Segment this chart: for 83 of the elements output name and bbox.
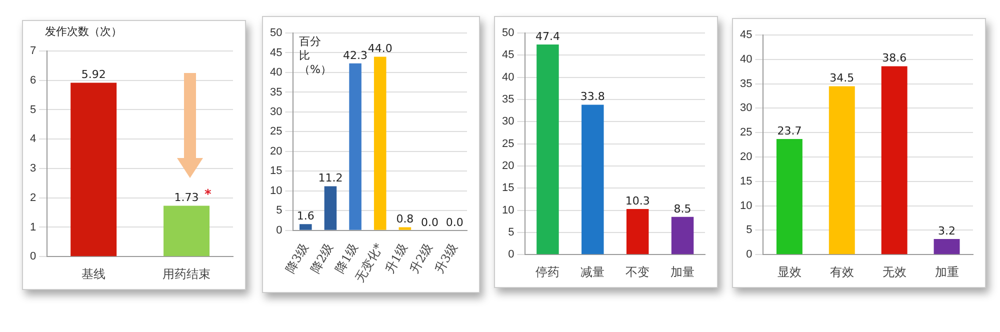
y-tick-label: 30	[740, 102, 752, 114]
data-label: 34.5	[830, 72, 854, 85]
x-tick-label: 基线	[82, 266, 106, 281]
y-tick-label: 15	[740, 175, 752, 188]
x-tick-label: 用药结束	[162, 266, 211, 281]
y-tick-label: 0	[276, 224, 282, 236]
data-label: 1.73	[174, 191, 199, 204]
y-tick-label: 15	[502, 182, 514, 194]
bar	[324, 186, 337, 230]
bar	[398, 227, 412, 230]
y-tick-label: 0	[30, 250, 36, 263]
bar	[349, 63, 362, 230]
y-tick-label: 35	[270, 86, 282, 98]
y-tick-label: 2	[30, 192, 36, 204]
data-label: 1.6	[296, 209, 314, 222]
annotation: *	[204, 188, 212, 203]
y-tick-label: 30	[270, 106, 282, 118]
y-tick-label: 40	[740, 53, 752, 66]
y-tick-label: 15	[270, 165, 282, 178]
y-tick-label: 35	[502, 94, 514, 106]
y-tick-label: 10	[740, 200, 752, 212]
x-tick-label: 减量	[580, 264, 605, 279]
data-label: 42.3	[343, 48, 368, 62]
y-tick-label: 30	[502, 116, 514, 128]
y-tick-label: 5	[30, 104, 36, 116]
data-label: 0.0	[446, 216, 464, 229]
data-label: 33.8	[580, 90, 605, 104]
data-label: 8.5	[674, 202, 692, 216]
y-tick-label: 35	[740, 78, 752, 90]
y-tick-label: 45	[270, 46, 282, 59]
y-tick-label: 7	[30, 45, 36, 58]
data-label: 0.8	[396, 212, 414, 226]
bar	[828, 86, 855, 254]
data-label: 10.3	[625, 194, 650, 208]
y-axis-title: 发作次数（次）	[45, 25, 122, 39]
y-tick-label: 50	[270, 27, 282, 40]
data-label: 44.0	[368, 42, 392, 56]
data-label: 47.4	[535, 30, 560, 43]
y-tick-label: 6	[30, 74, 36, 86]
y-tick-label: 25	[740, 126, 752, 139]
y-tick-label: 45	[740, 29, 752, 42]
bar	[671, 216, 694, 254]
data-label: 0.0	[421, 216, 439, 229]
y-tick-label: 45	[502, 49, 514, 62]
y-tick-label: 5	[276, 204, 282, 217]
y-tick-label: 5	[508, 226, 514, 238]
x-tick-label: 有效	[830, 264, 854, 279]
y-tick-label: 40	[270, 66, 282, 79]
data-label: 23.7	[777, 124, 802, 138]
y-tick-label: 1	[30, 221, 36, 234]
x-tick-label: 无效	[882, 264, 906, 279]
bar	[536, 44, 559, 254]
y-tick-label: 20	[270, 145, 282, 158]
y-tick-label: 3	[30, 162, 36, 175]
bar	[626, 208, 649, 254]
bar	[582, 104, 604, 254]
bar	[881, 66, 908, 254]
y-tick-label: 40	[502, 71, 514, 84]
y-axis-title: 百分比（%）	[299, 35, 332, 77]
bar	[934, 238, 960, 254]
x-tick-label: 停药	[536, 264, 560, 279]
y-tick-label: 10	[502, 204, 514, 216]
x-tick-label: 加量	[670, 264, 695, 279]
bar	[776, 138, 802, 254]
data-label: 3.2	[938, 224, 956, 238]
bar	[374, 56, 386, 230]
bar	[300, 224, 312, 230]
y-tick-label: 0	[508, 248, 514, 261]
y-tick-label: 20	[502, 160, 514, 172]
y-tick-label: 20	[740, 151, 752, 164]
y-tick-label: 25	[270, 126, 282, 138]
y-tick-label: 5	[746, 224, 752, 236]
y-tick-label: 50	[502, 27, 514, 40]
x-tick-label: 加重	[934, 264, 959, 279]
data-label: 38.6	[882, 52, 907, 65]
x-tick-label: 不变	[626, 264, 650, 279]
data-label: 11.2	[318, 172, 343, 185]
y-tick-label: 4	[30, 133, 36, 146]
y-tick-label: 10	[270, 184, 282, 197]
y-tick-label: 0	[746, 248, 752, 261]
x-tick-label: 显效	[777, 264, 802, 279]
data-label: 5.92	[81, 68, 106, 82]
y-tick-label: 25	[502, 138, 514, 150]
